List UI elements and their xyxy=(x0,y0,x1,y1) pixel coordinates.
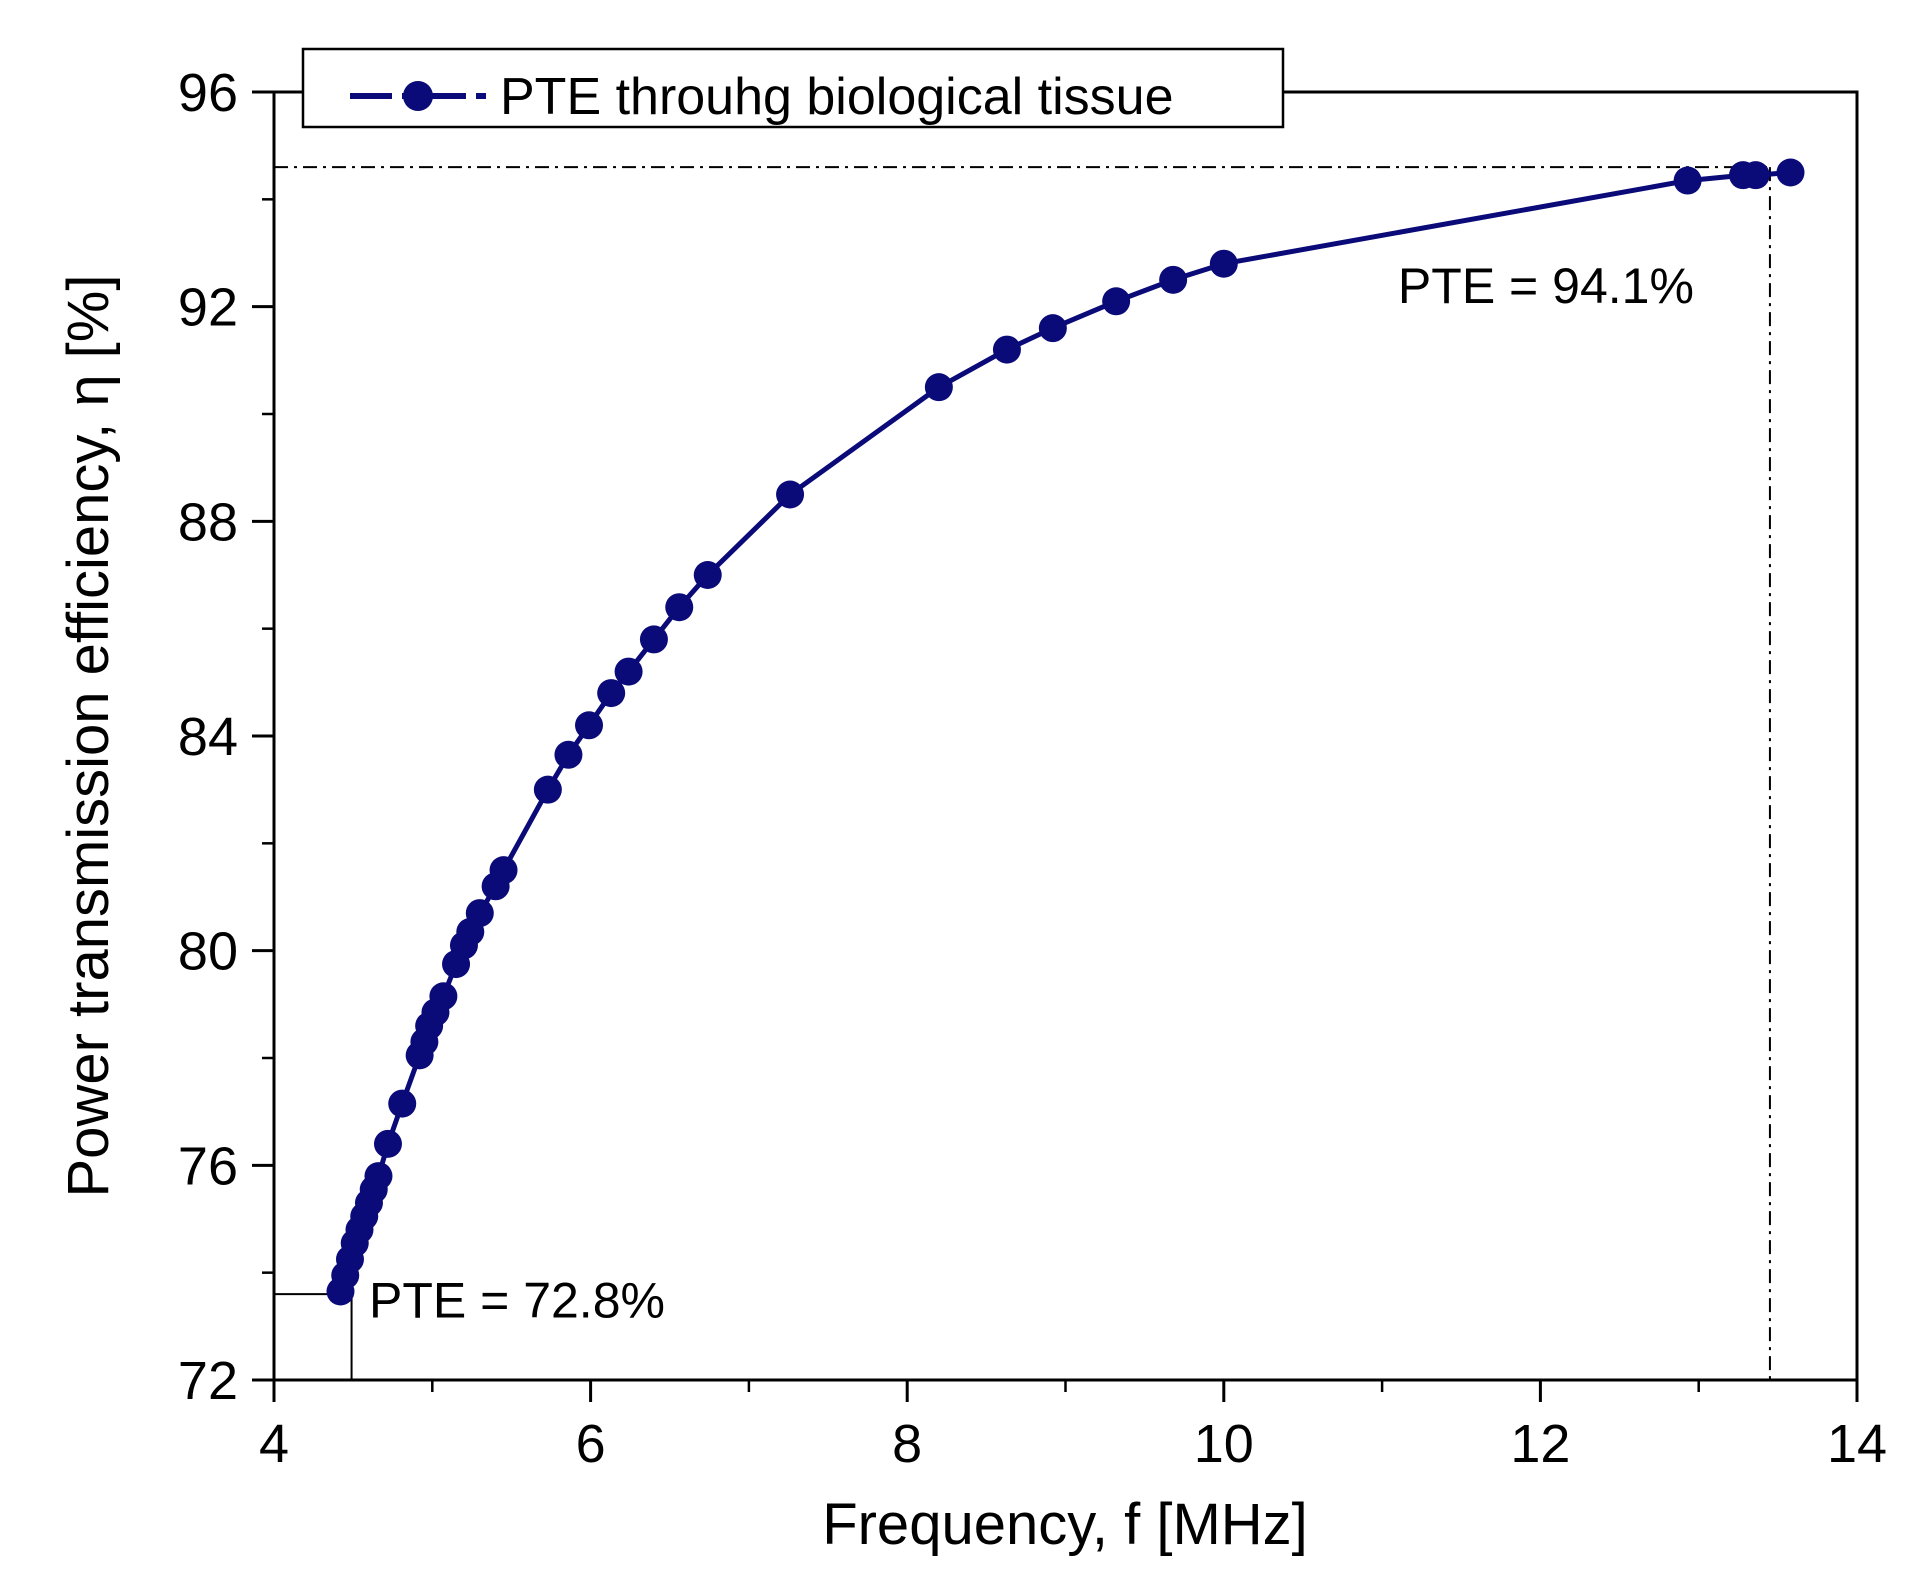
data-point xyxy=(489,856,518,885)
data-point xyxy=(597,679,626,708)
annotation-pte-min: PTE = 72.8% xyxy=(369,1273,665,1329)
series-line xyxy=(338,170,1791,1293)
x-tick-label: 8 xyxy=(892,1414,922,1474)
axes: 4 6 8 10 12 14 72 76 80 84 88 92 96 xyxy=(178,63,1887,1474)
legend-label: PTE throuhg biological tissue xyxy=(500,68,1174,126)
data-point xyxy=(373,1129,402,1158)
y-tick-label: 92 xyxy=(178,278,238,338)
data-point xyxy=(1776,158,1805,187)
x-tick-label: 6 xyxy=(576,1414,606,1474)
data-point xyxy=(388,1089,417,1118)
data-point xyxy=(1673,166,1702,195)
x-tick-label: 10 xyxy=(1194,1414,1254,1474)
data-point xyxy=(665,593,694,622)
data-point xyxy=(364,1162,393,1191)
data-point xyxy=(1102,287,1131,316)
data-point xyxy=(1209,249,1238,278)
data-point xyxy=(465,899,494,928)
y-axis-label: Power transmission efficiency, η [%] xyxy=(56,275,121,1198)
data-point xyxy=(554,740,583,769)
data-point xyxy=(992,335,1021,364)
y-tick-label: 96 xyxy=(178,63,238,123)
reference-lines xyxy=(274,166,1771,1380)
x-tick-label: 14 xyxy=(1827,1414,1887,1474)
data-point xyxy=(1159,265,1188,294)
data-point xyxy=(1741,161,1770,190)
legend: PTE throuhg biological tissue xyxy=(301,47,1285,129)
data-point xyxy=(429,982,458,1011)
x-axis-label: Frequency, f [MHz] xyxy=(822,1492,1308,1557)
data-point xyxy=(693,561,722,589)
x-tick-label: 4 xyxy=(259,1414,289,1474)
y-tick-label: 84 xyxy=(178,707,238,767)
y-axis-ticks: 72 76 80 84 88 92 96 xyxy=(178,63,274,1411)
y-tick-label: 80 xyxy=(178,922,238,982)
y-tick-label: 76 xyxy=(178,1136,238,1196)
data-point xyxy=(1038,314,1067,343)
data-point xyxy=(776,480,805,509)
data-point xyxy=(614,657,643,686)
data-point xyxy=(575,711,604,740)
x-tick-label: 12 xyxy=(1510,1414,1570,1474)
series-layer xyxy=(326,158,1805,1306)
y-tick-label: 72 xyxy=(178,1351,238,1411)
y-tick-label: 88 xyxy=(178,492,238,552)
data-point xyxy=(639,625,668,654)
annotation-pte-max: PTE = 94.1% xyxy=(1398,258,1694,314)
legend-marker xyxy=(403,81,433,111)
legend-box xyxy=(301,47,1285,129)
data-point xyxy=(533,775,562,804)
data-point xyxy=(924,373,953,402)
x-axis-ticks: 4 6 8 10 12 14 xyxy=(259,1380,1887,1474)
